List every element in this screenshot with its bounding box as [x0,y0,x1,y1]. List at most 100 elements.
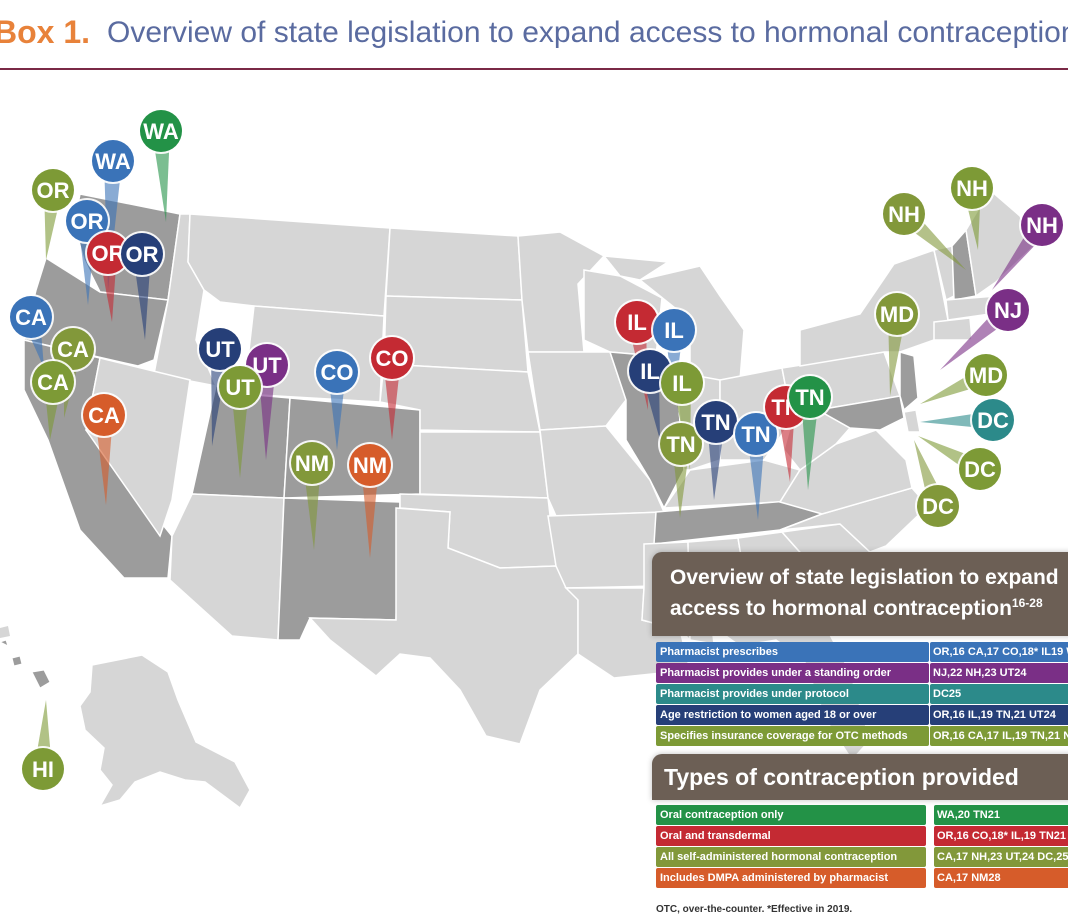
legend-row-states: OR,16 IL,19 TN,21 UT24 [930,705,1068,725]
type-row-label: Includes DMPA administered by pharmacist [656,868,926,888]
pin-circle [219,366,261,408]
legend-row: Pharmacist provides under a standing ord… [652,663,1068,683]
pin-circle [10,296,52,338]
pin-label: OR [37,178,70,203]
state-pin-nh: NH [881,191,966,270]
pin-label: DC [964,457,996,482]
types-legend-header: Types of contraception provided [652,754,1068,800]
type-row-label: All self-administered hormonal contracep… [656,847,926,867]
pin-circle [876,293,918,335]
legend-row-states: OR,16 CA,17 IL,19 TN,21 NH23 [930,726,1068,746]
legend-row-label: Pharmacist provides under a standing ord… [656,663,929,683]
type-row-label: Oral and transdermal [656,826,926,846]
pin-label: WA [143,119,179,144]
pin-label: NM [353,453,387,478]
legend-title-line1: Overview of state legislation to expand [670,566,1059,589]
pin-label: OR [126,242,159,267]
legend-row-label: Specifies insurance coverage for OTC met… [656,726,929,746]
state-ks [419,431,549,499]
type-row: Oral and transdermal OR,16 CO,18* IL,19 T… [652,826,1068,846]
type-row: Oral contraception only WA,20 TN21 [652,805,1068,825]
pin-circle [965,354,1007,396]
state-pin-tn: TN [787,374,833,490]
pin-circle [83,394,125,436]
state-pin-co: CO [314,349,360,450]
pin-circle [917,485,959,527]
state-mt [187,213,391,317]
legend-row-label: Age restriction to women aged 18 or over [656,705,929,725]
state-hi-west [0,626,10,638]
state-ia [527,351,627,431]
type-row-states: CA,17 NM28 [934,868,1068,888]
state-ny [799,249,949,367]
state-pin-tn: TN [693,399,739,500]
type-row-label: Oral contraception only [656,805,926,825]
state-pin-ca: CA [30,359,76,440]
type-row-states: WA,20 TN21 [934,805,1068,825]
pin-label: OR [71,209,104,234]
pin-circle [789,376,831,418]
state-ak [79,654,251,810]
pin-circle [199,328,241,370]
pin-label: TN [741,422,770,447]
pin-circle [66,200,108,242]
pin-circle [140,110,182,152]
state-ct [933,317,973,341]
pin-label: TN [701,410,730,435]
pin-circle [316,351,358,393]
pin-circle [695,401,737,443]
footnote: OTC, over-the-counter. *Effective in 201… [656,904,853,915]
type-row-states: CA,17 NH,23 UT,24 DC,25 MD [934,847,1068,867]
pin-circle [735,413,777,455]
state-nd [385,227,523,301]
state-pin-md: MD [920,352,1009,404]
pin-label: TN [795,385,824,410]
pin-label: DC [922,494,954,519]
pin-label: HI [32,757,54,782]
pin-label: MD [880,302,914,327]
legend-row: Age restriction to women aged 18 or over… [652,705,1068,725]
pin-circle [883,193,925,235]
pin-label: NJ [994,298,1022,323]
state-pin-nj: NJ [940,287,1031,370]
type-row-states: OR,16 CO,18* IL,19 TN21 [934,826,1068,846]
state-pin-tn: TN [733,411,779,520]
pin-circle [92,140,134,182]
state-pin-or: OR [85,230,131,322]
pin-tail [361,465,379,558]
pin-circle [616,301,658,343]
pin-circle [22,748,64,790]
state-pin-ca: CA [81,392,127,505]
state-pin-dc: DC [918,436,1003,492]
pin-circle [987,289,1029,331]
state-pin-tn: TN [658,421,704,518]
pin-tail [801,396,819,490]
legend-title-line2-text: access to hormonal contraception [670,597,1012,620]
state-tx [308,507,579,745]
pin-circle [959,448,1001,490]
title-rule [0,68,1068,70]
state-mn [517,231,606,353]
pin-label: CA [88,403,120,428]
pin-label: IL [627,310,647,335]
state-pin-nm: NM [347,442,393,558]
pin-circle [291,442,333,484]
type-row: All self-administered hormonal contracep… [652,847,1068,867]
pin-label: NH [1026,213,1058,238]
state-pin-or: OR [119,231,165,340]
legend-row-states: NJ,22 NH,23 UT24 [930,663,1068,683]
box-label: Box 1. [0,14,91,50]
pin-label: CO [321,360,354,385]
pin-label: CA [15,305,47,330]
pin-label: WA [95,149,131,174]
pin-tail [231,387,249,478]
pin-circle [653,309,695,351]
legend-title-refs: 16-28 [1011,596,1043,610]
pin-label: CA [57,337,89,362]
pin-circle [1021,204,1063,246]
pin-label: CA [37,370,69,395]
state-ne [379,363,541,433]
state-pin-ca: CA [8,294,54,368]
